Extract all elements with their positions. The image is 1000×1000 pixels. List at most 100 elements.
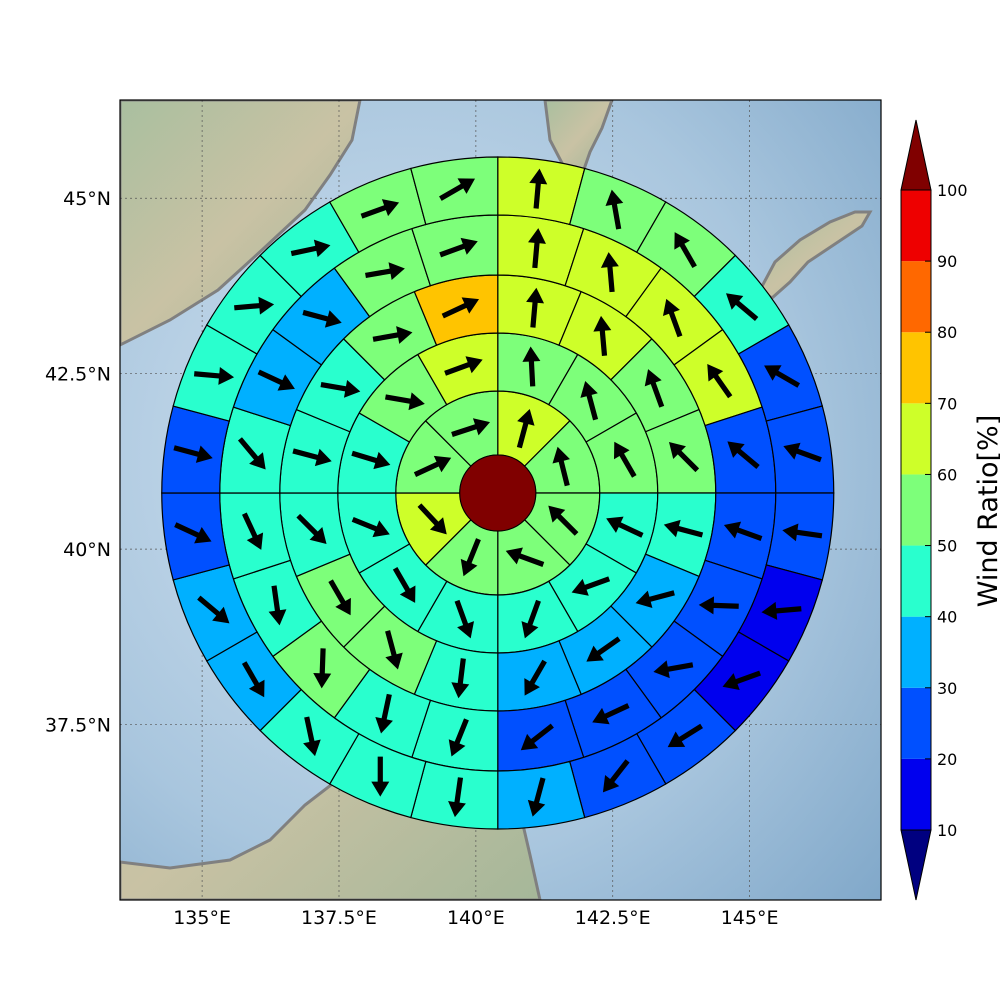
longitude-tick-label: 140°E [447, 907, 505, 929]
wind-arrow [328, 579, 351, 616]
colorbar-tick-label: 50 [937, 537, 957, 556]
wind-arrow [592, 703, 630, 725]
colorbar-bin [901, 403, 931, 475]
colorbar-under-triangle [900, 829, 932, 901]
colorbar-tick-label: 30 [937, 679, 957, 698]
wind-arrow [727, 441, 760, 470]
wind-arrow [667, 723, 703, 748]
colorbar-tick-label: 10 [937, 821, 957, 840]
latitude-tick-label: 37.5°N [45, 715, 111, 737]
wind-arrow [365, 262, 405, 281]
wind-arrow [726, 293, 759, 321]
wind-arrow [290, 239, 331, 258]
wind-arrow [548, 505, 579, 536]
wind-arrow [242, 512, 264, 550]
wind-arrow [448, 718, 469, 757]
wind-arrow [782, 523, 823, 542]
colorbar-bin [901, 758, 931, 830]
wind-arrow [663, 519, 704, 538]
wind-arrow [614, 441, 637, 478]
wind-arrow [764, 365, 801, 388]
colorbar-tick-label: 70 [937, 394, 957, 413]
wind-arrow [723, 521, 763, 542]
wind-arrow [237, 437, 266, 470]
wind-arrow [351, 450, 391, 470]
latitude-tick-label: 45°N [63, 188, 111, 210]
wind-arrow [521, 599, 541, 639]
wind-arrow [441, 297, 480, 319]
wind-arrow [698, 596, 739, 615]
colorbar-outline [900, 189, 932, 831]
longitude-tick-label: 135°E [173, 907, 231, 929]
wind-arrow [520, 723, 554, 751]
colorbar-tick-label: 80 [937, 323, 957, 342]
wind-arrow [439, 178, 476, 201]
wind-arrow [460, 538, 481, 577]
wind-arrow [505, 547, 545, 567]
wind-arrow [571, 576, 611, 596]
wind-arrows [173, 168, 823, 818]
wind-arrow [451, 418, 490, 437]
wind-arrow [635, 590, 675, 608]
colorbar-bin [901, 261, 931, 333]
wind-arrow [197, 595, 230, 624]
colorbar-bin [901, 474, 931, 546]
wind-arrow [580, 381, 599, 421]
wind-arrow [241, 661, 265, 698]
latitude-tick-label: 42.5°N [45, 364, 111, 386]
wind-arrow [662, 298, 683, 338]
colorbar-bin [901, 545, 931, 617]
wind-arrow [371, 756, 390, 797]
wind-arrow [674, 232, 697, 269]
longitude-tick-label: 137.5°E [301, 907, 377, 929]
wind-sector [410, 760, 499, 830]
wind-arrow [516, 408, 535, 449]
wind-arrow [783, 442, 822, 463]
wind-arrow [296, 513, 327, 544]
wind-arrow [392, 566, 416, 603]
map-panel [120, 100, 881, 900]
wind-arrow [313, 648, 332, 689]
wind-arrow [606, 516, 644, 538]
colorbar-label: Wind Ratio[%] [973, 415, 1000, 607]
wind-arrow [234, 296, 275, 315]
wind-arrow [722, 670, 762, 691]
wind-arrow [173, 445, 213, 463]
colorbar-bin [901, 687, 931, 759]
wind-arrow [522, 346, 541, 387]
colorbar-over-triangle [900, 119, 932, 191]
wind-sector [161, 405, 230, 494]
wind-arrow [375, 693, 393, 734]
wind-arrow [528, 228, 546, 269]
colorbar-tick-label: 100 [937, 181, 968, 200]
wind-arrow [268, 585, 287, 626]
colorbar-tick-label: 20 [937, 750, 957, 769]
wind-arrow [644, 369, 665, 408]
center-disc [459, 454, 537, 532]
map-frame [119, 99, 882, 901]
wind-arrow [602, 759, 630, 793]
colorbar-tick-label: 40 [937, 608, 957, 627]
wind-arrow [605, 189, 624, 230]
wind-sector [497, 156, 586, 226]
longitude-tick-label: 145°E [721, 907, 779, 929]
wind-arrow [653, 660, 694, 679]
wind-arrow [413, 455, 452, 478]
wind-arrow [593, 315, 612, 356]
colorbar-bin [901, 332, 931, 404]
wind-arrow [351, 516, 390, 538]
wind-arrow [668, 441, 700, 473]
latitude-tick-label: 40°N [63, 539, 111, 561]
wind-arrow [552, 446, 570, 487]
wind-arrow [586, 636, 621, 662]
colorbar-tick-label: 60 [937, 465, 957, 484]
longitude-tick-label: 142.5°E [575, 907, 651, 929]
wind-arrow [527, 777, 546, 817]
wind-arrow [707, 364, 733, 399]
wind-arrow [302, 309, 342, 328]
latitude-tick-labels: 45°N 42.5°N 40°N 37.5°N [45, 188, 111, 736]
colorbar: 10 20 30 40 50 60 70 80 90 100 Wind Ratio[%] [900, 119, 1000, 901]
wind-arrow [600, 252, 619, 293]
wind-arrow [417, 503, 447, 535]
wind-arrow [451, 658, 470, 699]
